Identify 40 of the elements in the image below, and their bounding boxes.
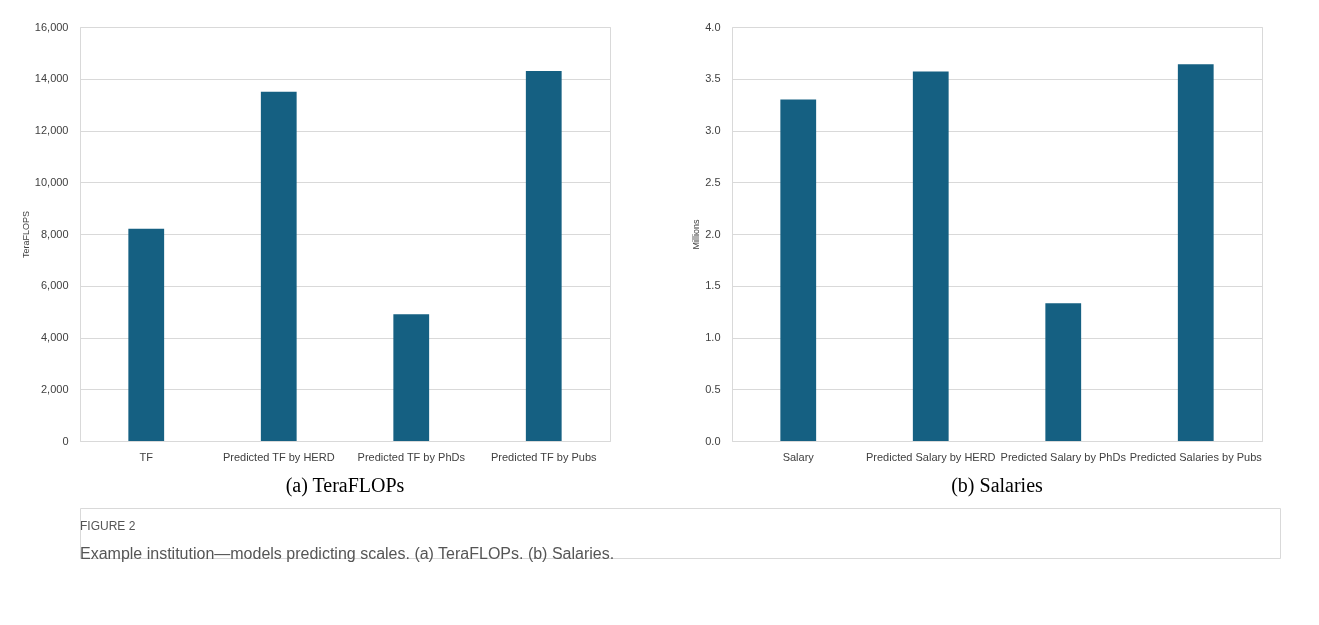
- caption: FIGURE 2: [80, 518, 136, 533]
- y-tick-label: 0.5: [705, 382, 721, 395]
- y-tick-label: 16,000: [34, 20, 69, 33]
- bar: [260, 91, 297, 441]
- text: (a) TeraFLOPs: [285, 474, 405, 497]
- x-tick-label: Predicted TF by Pubs: [490, 450, 598, 463]
- bar: [1177, 64, 1214, 441]
- text: (b) Salaries: [951, 474, 1044, 497]
- bar: [912, 71, 949, 441]
- y-tick-label: 10,000: [34, 175, 69, 188]
- y-tick-label: 6,000: [40, 279, 69, 292]
- x-tick-label: Predicted Salaries by Pubs: [1129, 450, 1263, 463]
- text: Example institution—models predicting scales. (a) TeraFLOPs. (b) Salaries.: [80, 544, 615, 562]
- y-axis-title: TeraFLOPS: [20, 210, 31, 259]
- y-tick-label: 8,000: [40, 227, 69, 240]
- y-tick-label: 2.5: [705, 175, 721, 188]
- x-tick-label: Predicted Salary by HERD: [865, 450, 996, 463]
- x-tick-label: Salary: [782, 450, 815, 463]
- y-tick-label: 4,000: [40, 331, 69, 343]
- y-tick-label: 3.0: [705, 124, 721, 136]
- y-tick-label: 0.0: [705, 434, 721, 447]
- y-axis-title: Millions: [691, 219, 702, 250]
- bar: [780, 99, 817, 441]
- bar: [1045, 303, 1082, 441]
- x-tick-label: Predicted TF by HERD: [222, 450, 335, 463]
- y-tick-label: 0: [62, 434, 69, 447]
- y-tick-label: 12,000: [34, 124, 69, 136]
- y-tick-label: 4.0: [705, 20, 721, 33]
- y-tick-label: 1.0: [705, 331, 721, 343]
- x-tick-label: Predicted TF by PhDs: [357, 450, 466, 463]
- y-tick-label: 1.5: [705, 279, 721, 292]
- y-tick-label: 2.0: [705, 227, 721, 240]
- bar: [393, 314, 430, 441]
- bar: [128, 228, 165, 441]
- x-tick-label: Predicted Salary by PhDs: [1000, 450, 1127, 463]
- y-tick-label: 3.5: [705, 72, 721, 85]
- y-tick-label: 2,000: [40, 382, 69, 395]
- bar: [525, 70, 562, 441]
- x-tick-label: TF: [139, 450, 154, 463]
- y-tick-label: 14,000: [34, 72, 69, 85]
